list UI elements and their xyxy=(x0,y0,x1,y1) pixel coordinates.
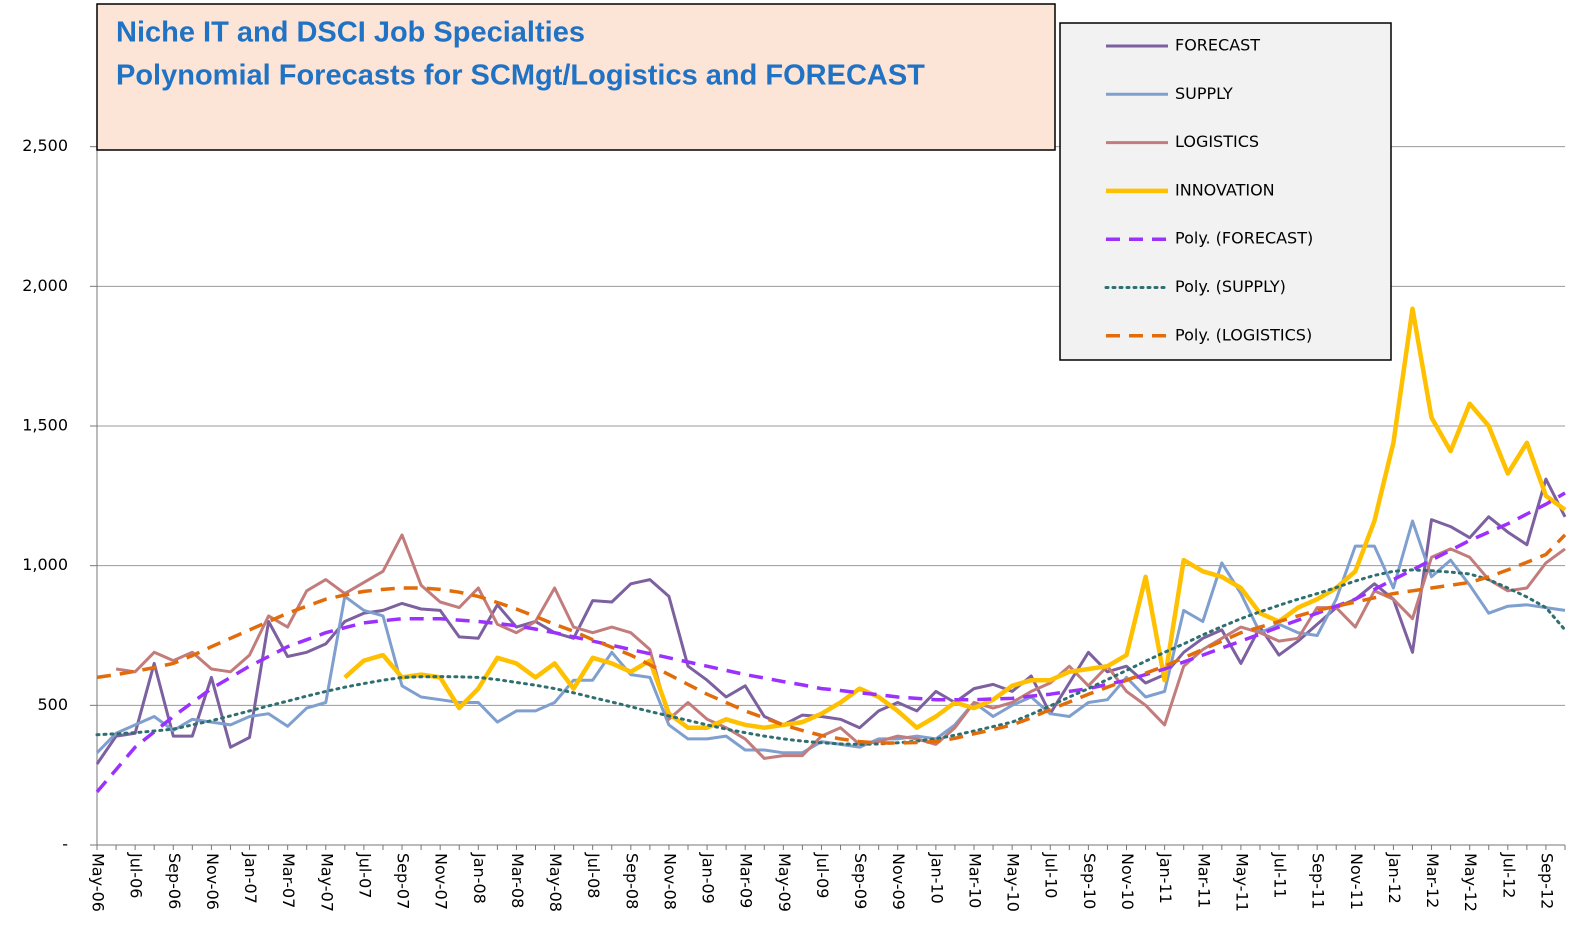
chart-subtitle: Polynomial Forecasts for SCMgt/Logistics… xyxy=(116,60,925,92)
x-tick-label: Jul-12 xyxy=(1499,852,1518,898)
x-tick-label: Mar-08 xyxy=(508,853,527,908)
x-tick-label: Jul-09 xyxy=(813,852,832,898)
x-tick-label: Sep-10 xyxy=(1080,853,1099,909)
x-tick-label: Jul-06 xyxy=(127,852,146,898)
y-tick-label: - xyxy=(62,835,68,854)
x-tick-label: Jan-11 xyxy=(1156,852,1175,904)
legend-label: Poly. (LOGISTICS) xyxy=(1175,325,1312,344)
x-tick-label: Sep-09 xyxy=(851,853,870,909)
y-tick-label: 2,000 xyxy=(22,276,68,295)
x-tick-label: Mar-12 xyxy=(1423,853,1442,908)
x-tick-label: Mar-10 xyxy=(965,853,984,908)
x-tick-label: May-06 xyxy=(89,853,108,912)
series-line xyxy=(95,519,1566,755)
series-line xyxy=(95,491,1566,794)
x-tick-label: May-09 xyxy=(775,853,794,912)
x-tick-label: Jan-08 xyxy=(470,852,489,904)
x-tick-label: Mar-07 xyxy=(279,853,298,908)
y-tick-label: 1,500 xyxy=(22,416,68,435)
x-tick-label: Jan-07 xyxy=(241,852,260,904)
x-tick-label: Nov-11 xyxy=(1347,853,1366,910)
y-tick-label: 2,500 xyxy=(22,136,68,155)
chart-title: Niche IT and DSCI Job Specialties xyxy=(116,17,585,49)
legend-label: LOGISTICS xyxy=(1175,132,1259,151)
x-tick-label: Nov-10 xyxy=(1118,853,1137,910)
x-tick-label: May-07 xyxy=(317,853,336,912)
legend xyxy=(1059,22,1392,361)
y-tick-label: 1,000 xyxy=(22,555,68,574)
x-tick-label: Jan-10 xyxy=(927,852,946,904)
x-tick-label: Sep-12 xyxy=(1537,853,1556,909)
x-tick-label: Jan-12 xyxy=(1385,852,1404,904)
x-tick-label: Jul-10 xyxy=(1042,852,1061,898)
x-tick-label: Jul-07 xyxy=(355,852,374,898)
x-tick-label: Sep-06 xyxy=(165,853,184,909)
x-tick-label: Jan-09 xyxy=(699,852,718,904)
series-line xyxy=(343,306,1567,730)
legend-label: FORECAST xyxy=(1175,36,1260,55)
plot-area: - 500 1,000 1,500 2,000 2,500 May-06 Jul-06 Sep-… xyxy=(22,7,1567,912)
title-box xyxy=(96,3,1056,151)
x-tick-label: May-10 xyxy=(1004,853,1023,912)
x-tick-label: Nov-07 xyxy=(432,853,451,910)
x-tick-label: Sep-07 xyxy=(394,853,413,909)
y-tick-label: 500 xyxy=(37,695,68,714)
x-tick-label: Sep-08 xyxy=(622,853,641,909)
series-line xyxy=(95,477,1567,765)
x-tick-label: Jul-11 xyxy=(1271,852,1290,898)
legend-label: INNOVATION xyxy=(1175,180,1275,199)
x-tick-label: May-11 xyxy=(1232,853,1251,912)
x-tick-label: Nov-06 xyxy=(203,853,222,910)
x-tick-label: May-08 xyxy=(546,853,565,912)
x-tick-label: Nov-08 xyxy=(660,853,679,910)
legend-label: SUPPLY xyxy=(1175,84,1233,103)
x-tick-label: Mar-11 xyxy=(1194,853,1213,908)
x-tick-label: May-12 xyxy=(1461,853,1480,912)
legend-label: Poly. (SUPPLY) xyxy=(1175,277,1286,296)
x-tick-label: Sep-11 xyxy=(1309,853,1328,909)
legend-label: Poly. (FORECAST) xyxy=(1175,229,1313,248)
x-tick-label: Mar-09 xyxy=(737,853,756,908)
x-tick-label: Jul-08 xyxy=(584,852,603,898)
series-line xyxy=(96,533,1567,745)
x-tick-label: Nov-09 xyxy=(889,853,908,910)
